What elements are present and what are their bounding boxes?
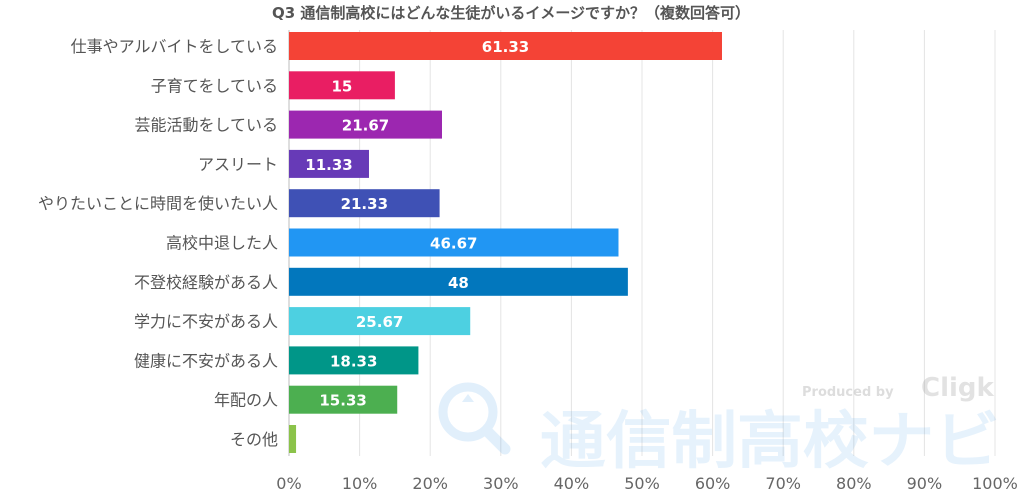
- ticks-layer: 0% 10% 20% 30% 40% 50% 60% 70% 80% 90% 100%: [276, 474, 1018, 493]
- category-label: 学力に不安がある人: [134, 312, 278, 331]
- labels-layer: 仕事やアルバイトをしている 61.33 子育てをしている 15 芸能活動をしている 21.…: [38, 37, 529, 449]
- chart-title: Q3 通信制高校にはどんな生徒がいるイメージですか？（複数回答可）: [271, 4, 751, 22]
- bar: [289, 346, 419, 375]
- category-label: 仕事やアルバイトをしている: [71, 37, 278, 56]
- category-label: 不登校経験がある人: [134, 273, 278, 292]
- data-label: 11.33: [305, 156, 352, 174]
- category-label: 芸能活動をしている: [134, 116, 278, 135]
- x-tick-label: 60%: [695, 474, 731, 493]
- x-tick-label: 70%: [765, 474, 801, 493]
- x-tick-label: 40%: [554, 474, 590, 493]
- bar: [289, 71, 395, 100]
- category-label: 年配の人: [214, 391, 278, 410]
- bar: [289, 385, 398, 414]
- watermark-site-name: 通信制高校ナビ: [540, 404, 1000, 477]
- bar: [289, 307, 471, 336]
- category-label: その他: [230, 430, 278, 449]
- x-tick-label: 30%: [483, 474, 519, 493]
- x-tick-label: 50%: [624, 474, 660, 493]
- watermark-brand-logo: Cligk: [921, 373, 995, 403]
- x-tick-label: 0%: [276, 474, 301, 493]
- category-label: やりたいことに時間を使いたい人: [38, 194, 278, 213]
- bar: [289, 228, 619, 257]
- watermark: 通信制高校ナビ Produced by Cligk: [438, 373, 1000, 477]
- x-tick-label: 90%: [907, 474, 943, 493]
- bar: [289, 267, 628, 296]
- x-tick-label: 80%: [836, 474, 872, 493]
- x-tick-label: 100%: [972, 474, 1018, 493]
- data-label: 21.33: [341, 195, 388, 213]
- data-label: 25.67: [356, 313, 403, 331]
- x-tick-label: 10%: [342, 474, 378, 493]
- category-label: アスリート: [198, 155, 278, 174]
- bar: [289, 32, 722, 60]
- data-label: 46.67: [430, 235, 477, 253]
- watermark-logo-icon: [438, 382, 511, 455]
- data-label: 15: [332, 77, 353, 95]
- category-label: 高校中退した人: [166, 234, 278, 253]
- bar: [289, 149, 369, 178]
- bar: [289, 189, 440, 218]
- bar: [289, 110, 442, 139]
- watermark-produced-by: Produced by: [802, 385, 894, 400]
- bars-layer: [289, 32, 722, 453]
- category-label: 健康に不安がある人: [134, 351, 278, 370]
- data-label: 48: [448, 274, 469, 292]
- data-label: 18.33: [330, 352, 377, 370]
- data-label: 15.33: [319, 392, 366, 410]
- data-label: 61.33: [482, 38, 529, 56]
- data-label: 21.67: [342, 117, 389, 135]
- x-tick-label: 20%: [412, 474, 448, 493]
- category-label: 子育てをしている: [151, 76, 278, 95]
- bar: [289, 425, 297, 453]
